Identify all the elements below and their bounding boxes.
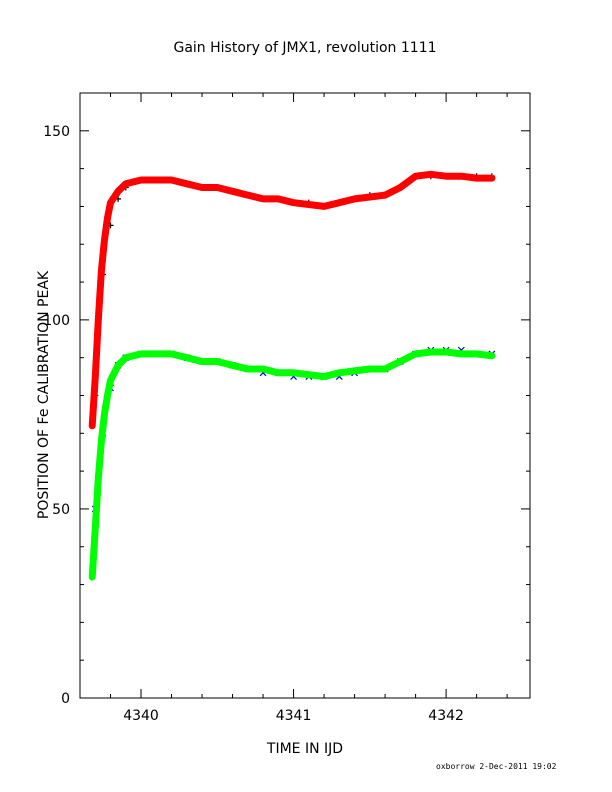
chart-title: Gain History of JMX1, revolution 1111 (173, 40, 436, 56)
x-axis-label: TIME IN IJD (266, 741, 343, 757)
series-lower-fit (88, 348, 496, 581)
y-tick-label: 150 (43, 124, 70, 140)
series-upper-points (92, 173, 495, 399)
y-axis-label: POSITION OF Fe CALIBRATION PEAK (36, 270, 52, 519)
data-series (88, 170, 496, 581)
x-tick-label: 4342 (428, 708, 464, 724)
footer-stamp: oxborrow 2-Dec-2011 19:02 (436, 762, 557, 771)
y-tick-label: 100 (43, 313, 70, 329)
axis-ticks (80, 93, 530, 699)
plot-frame (79, 92, 531, 699)
series-upper-fit (88, 170, 496, 430)
x-tick-label: 4340 (123, 708, 159, 724)
series-upper-fit-line (88, 170, 496, 430)
series-lower-fit-line (88, 348, 496, 581)
y-tick-label: 0 (61, 691, 70, 707)
axis-tick-labels: 0 50 100 150 4340 4341 4342 (43, 124, 464, 724)
x-tick-label: 4341 (276, 708, 312, 724)
y-tick-label: 50 (52, 502, 70, 518)
